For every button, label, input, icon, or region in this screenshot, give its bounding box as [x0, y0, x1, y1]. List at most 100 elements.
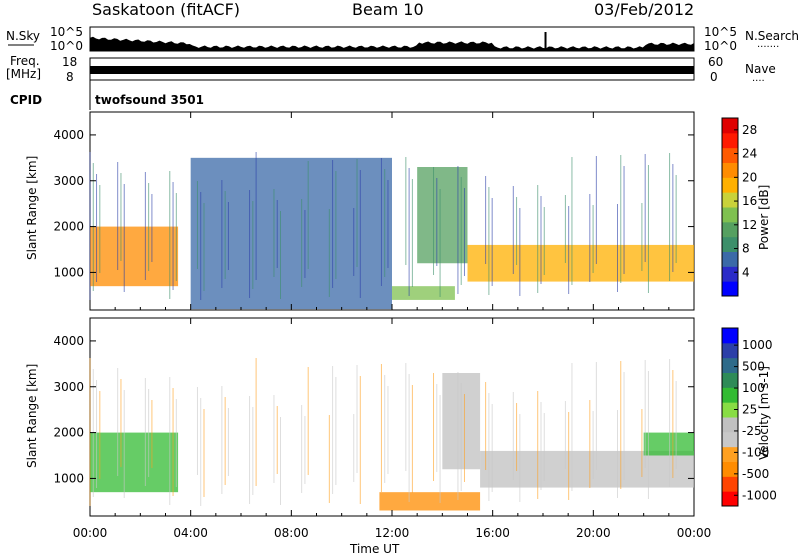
echo-region [190, 157, 392, 310]
power-colorbar-tick-label: 24 [742, 147, 757, 161]
velocity-colorbar-swatch [722, 476, 738, 492]
freq-band [90, 66, 694, 74]
noise-trace [90, 32, 694, 51]
x-tick-label: 04:00 [173, 526, 208, 540]
velocity-colorbar-tick-label: -500 [742, 467, 769, 481]
cpid-label: CPID [10, 93, 42, 107]
velocity-colorbar-tick-label: -1000 [742, 488, 777, 502]
y-tick-label: 1000 [53, 471, 84, 485]
noise-area [90, 36, 694, 51]
cpid-panel: CPID twofsound 3501 [10, 80, 204, 110]
power-colorbar-swatch [722, 266, 738, 282]
power-colorbar: 4 8 12 16 20 24 28 [721, 117, 757, 297]
nave-dots: ···· [752, 76, 765, 87]
noise-tick-bottom-right: 10^0 [704, 39, 737, 53]
noise-tick-bottom-left: 10^0 [50, 39, 83, 53]
power-colorbar-swatch [722, 207, 738, 223]
velocity-colorbar-swatch [722, 431, 738, 448]
station-title: Saskatoon (fitACF) [92, 0, 240, 19]
power-colorbar-frame [721, 117, 739, 297]
power-colorbar-swatch [722, 221, 738, 238]
freq-label-2: [MHz] [6, 67, 41, 81]
freq-tick-bottom: 8 [66, 70, 74, 84]
noise-left-label: N.Sky [6, 29, 40, 43]
x-tick-label: 00:00 [677, 526, 712, 540]
power-colorbar-swatch [722, 162, 738, 178]
velocity-y-axis: 1000 2000 3000 4000 [53, 334, 694, 485]
noise-panel: N.Sky 10^5 10^0 10^5 10^0 N.Search ·····… [6, 25, 799, 53]
velocity-colorbar-frame [721, 327, 739, 507]
power-colorbar-tick-label: 16 [742, 194, 757, 208]
velocity-colorbar: 1000 500 100 25 -25 -100 -500 -1000 [721, 327, 777, 507]
echo-region [480, 450, 694, 488]
velocity-colorbar-tick-label: 100 [742, 381, 765, 395]
velocity-colorbar-swatch [722, 372, 738, 388]
x-tick-label: 16:00 [475, 526, 510, 540]
power-colorbar-swatch [722, 147, 738, 163]
freq-label-1: Freq. [10, 54, 40, 68]
echo-region [392, 286, 455, 300]
noise-right-dots: ······· [757, 42, 779, 53]
noise-right-label: N.Search [745, 29, 799, 43]
power-colorbar-tick-label: 8 [742, 242, 750, 256]
velocity-colorbar-swatch [722, 342, 738, 359]
power-colorbar-swatch [722, 281, 738, 297]
velocity-colorbar-swatch [722, 446, 738, 462]
power-colorbar-swatch [722, 251, 738, 267]
echo-region [417, 167, 468, 264]
nave-tick-top: 60 [708, 55, 723, 69]
velocity-y-label: Slant Range [km] [25, 364, 39, 468]
power-colorbar-swatch [722, 236, 738, 252]
y-tick-label: 4000 [53, 128, 84, 142]
power-colorbar-swatch [722, 177, 738, 193]
noise-tick-top-right: 10^5 [704, 25, 737, 39]
y-tick-label: 2000 [53, 220, 84, 234]
echo-region [379, 492, 481, 511]
velocity-colorbar-swatch [722, 491, 738, 507]
beam-title: Beam 10 [352, 0, 424, 19]
nave-tick-bottom: 0 [710, 70, 718, 84]
velocity-colorbar-tick-label: 25 [742, 402, 757, 416]
x-tick-label: 12:00 [375, 526, 410, 540]
power-colorbar-label: Power [dB] [757, 185, 771, 250]
cpid-program: twofsound 3501 [95, 93, 204, 107]
x-axis-label: Time UT [349, 542, 400, 554]
velocity-colorbar-swatch [722, 417, 738, 433]
velocity-colorbar-tick-label: 1000 [742, 338, 773, 352]
y-tick-label: 3000 [53, 380, 84, 394]
velocity-colorbar-swatch [722, 328, 738, 344]
power-panel: 1000 2000 3000 4000 Slant Range [km] 4 8 12 16… [25, 111, 771, 311]
echo-region [643, 432, 694, 456]
power-colorbar-tick-label: 4 [742, 265, 750, 279]
date-title: 03/Feb/2012 [594, 0, 694, 19]
echo-region [467, 244, 694, 282]
x-tick-label: 08:00 [274, 526, 309, 540]
y-tick-label: 2000 [53, 426, 84, 440]
echo-region [90, 226, 179, 287]
velocity-colorbar-swatch [722, 387, 738, 403]
velocity-colorbar-tick-label: 500 [742, 360, 765, 374]
velocity-colorbar-label: Velocity [m s-1] [757, 366, 771, 460]
nave-label: Nave [745, 62, 776, 76]
x-tick-label: 20:00 [576, 526, 611, 540]
power-data-layer [89, 152, 694, 310]
power-colorbar-swatch [722, 118, 738, 134]
x-axis: 00:00 04:00 08:00 12:00 16:00 20:00 00:00 [73, 112, 712, 540]
power-colorbar-tick-label: 28 [742, 123, 757, 137]
velocity-colorbar-swatch [722, 461, 738, 477]
power-colorbar-swatch [722, 132, 738, 149]
echo-region [90, 432, 179, 493]
power-y-axis: 1000 2000 3000 4000 [53, 128, 694, 279]
noise-tick-top-left: 10^5 [50, 25, 83, 39]
power-colorbar-tick-label: 12 [742, 218, 757, 232]
freq-tick-top: 18 [62, 55, 77, 69]
velocity-panel: 1000 2000 3000 4000 Slant Range [km] 1000 50… [25, 317, 777, 517]
velocity-colorbar-swatch [722, 357, 738, 373]
power-y-label: Slant Range [km] [25, 156, 39, 260]
y-tick-label: 4000 [53, 334, 84, 348]
frequency-panel: Freq. [MHz] 18 8 60 0 Nave ···· [6, 54, 776, 87]
velocity-colorbar-tick-label: -100 [742, 445, 769, 459]
velocity-data-layer [89, 358, 694, 511]
x-tick-label: 00:00 [73, 526, 108, 540]
